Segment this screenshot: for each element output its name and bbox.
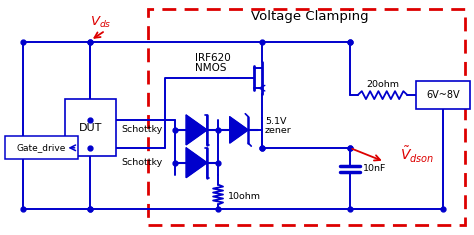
Text: Schottky: Schottky [121, 125, 162, 134]
Text: DUT: DUT [79, 123, 102, 133]
Text: Gate_drive: Gate_drive [17, 143, 66, 152]
Text: 5.1V: 5.1V [265, 118, 286, 126]
Polygon shape [186, 115, 207, 145]
Text: 10ohm: 10ohm [228, 192, 261, 201]
Text: $\tilde{V}_{dson}$: $\tilde{V}_{dson}$ [400, 145, 434, 165]
Polygon shape [230, 117, 248, 143]
Text: IRF620: IRF620 [195, 53, 231, 63]
FancyBboxPatch shape [417, 81, 470, 109]
Text: Voltage Clamping: Voltage Clamping [251, 10, 369, 23]
Text: 6V~8V: 6V~8V [427, 90, 460, 100]
Text: Schottky: Schottky [121, 158, 162, 167]
Text: 20ohm: 20ohm [366, 80, 399, 89]
Bar [148, 9, 465, 225]
FancyBboxPatch shape [5, 136, 79, 159]
Text: $V_{ds}$: $V_{ds}$ [91, 15, 112, 30]
Text: zener: zener [265, 126, 292, 135]
Text: 10nF: 10nF [363, 164, 386, 173]
FancyBboxPatch shape [64, 99, 116, 156]
Text: NMOS: NMOS [195, 63, 227, 73]
Polygon shape [186, 148, 207, 178]
